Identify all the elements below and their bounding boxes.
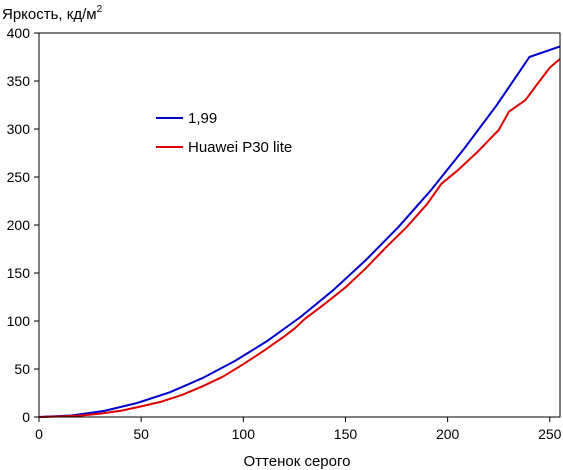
legend-label: Huawei P30 lite bbox=[188, 139, 292, 156]
y-tick-label: 300 bbox=[7, 121, 31, 137]
y-tick-label: 250 bbox=[7, 169, 31, 185]
series-line bbox=[38, 45, 561, 418]
series-line bbox=[38, 58, 561, 418]
y-axis-label: Яркость, кд/м2 bbox=[2, 4, 103, 23]
legend: 1,99 Huawei P30 lite bbox=[156, 110, 292, 156]
y-tick-label: 350 bbox=[7, 73, 31, 89]
legend-label: 1,99 bbox=[188, 110, 217, 127]
plot-frame bbox=[38, 32, 561, 418]
x-tick-label: 250 bbox=[538, 426, 562, 442]
y-tick-label: 400 bbox=[7, 25, 31, 41]
x-tick-label: 100 bbox=[232, 426, 256, 442]
y-tick-label: 100 bbox=[7, 313, 31, 329]
x-axis-ticks: 0 50 100 150 200 250 bbox=[35, 417, 562, 442]
series-lines bbox=[38, 45, 561, 418]
y-tick-label: 200 bbox=[7, 217, 31, 233]
x-tick-label: 0 bbox=[35, 426, 43, 442]
y-axis-label-superscript: 2 bbox=[97, 4, 103, 15]
x-tick-label: 150 bbox=[334, 426, 358, 442]
x-tick-label: 200 bbox=[436, 426, 460, 442]
y-axis-ticks: 0 50 100 150 200 250 300 350 400 bbox=[7, 25, 39, 425]
y-tick-label: 150 bbox=[7, 265, 31, 281]
x-tick-label: 50 bbox=[133, 426, 149, 442]
x-axis-label: Оттенок серого bbox=[244, 453, 351, 470]
y-tick-label: 50 bbox=[14, 361, 30, 377]
y-tick-label: 0 bbox=[22, 409, 30, 425]
